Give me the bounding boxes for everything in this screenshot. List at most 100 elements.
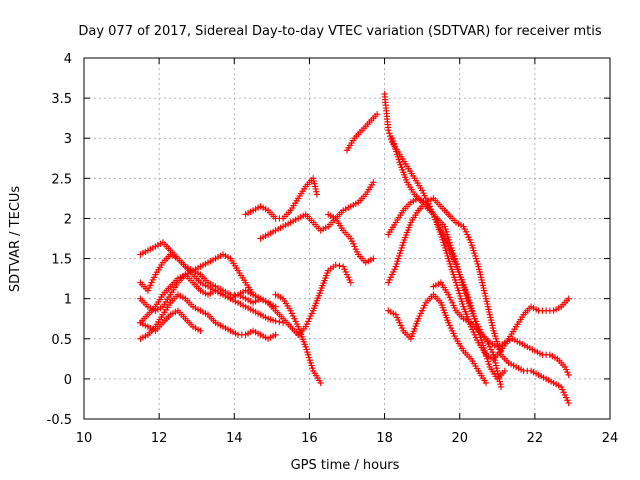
data-point xyxy=(303,320,311,328)
data-point xyxy=(443,250,450,257)
data-point xyxy=(476,268,483,276)
y-tick-label: 0 xyxy=(64,373,72,388)
data-point xyxy=(385,279,392,286)
chart-title: Day 077 of 2017, Sidereal Day-to-day VTE… xyxy=(78,24,602,39)
data-point xyxy=(445,236,453,243)
data-point xyxy=(449,299,456,306)
series-track-e xyxy=(137,291,279,342)
data-point xyxy=(451,332,458,340)
data-point xyxy=(399,242,406,249)
series-track-k xyxy=(325,211,377,266)
data-point xyxy=(453,282,460,289)
data-point xyxy=(456,292,464,300)
data-point xyxy=(388,271,396,278)
data-point xyxy=(492,362,500,369)
data-point xyxy=(340,263,347,270)
data-point xyxy=(392,263,399,270)
y-tick-label: 2.5 xyxy=(51,172,72,187)
data-point xyxy=(493,365,500,372)
x-tick-label: 24 xyxy=(602,431,619,446)
data-point xyxy=(392,311,399,318)
data-point xyxy=(473,258,480,265)
data-point xyxy=(449,268,456,276)
series-track-b xyxy=(137,251,287,326)
data-point xyxy=(351,243,358,250)
data-point xyxy=(317,379,324,387)
x-tick-label: 12 xyxy=(151,431,168,446)
series-track-h xyxy=(242,175,321,222)
data-point xyxy=(396,319,403,326)
data-point xyxy=(310,175,317,182)
data-point xyxy=(388,135,396,142)
data-point xyxy=(458,276,465,284)
x-tick-label: 14 xyxy=(226,431,243,446)
data-point xyxy=(394,153,402,161)
data-point xyxy=(332,261,339,269)
data-point xyxy=(450,271,457,278)
data-point xyxy=(446,294,453,301)
data-point xyxy=(453,260,460,268)
data-point xyxy=(474,336,481,344)
x-tick-label: 22 xyxy=(527,431,544,446)
data-point xyxy=(415,315,422,322)
data-point xyxy=(459,282,467,289)
series-track-j xyxy=(295,261,354,338)
data-point xyxy=(565,399,572,407)
data-point xyxy=(447,296,455,304)
data-point xyxy=(447,242,454,249)
data-point xyxy=(452,258,459,265)
data-point xyxy=(495,343,502,350)
series-track-q xyxy=(385,291,490,387)
data-point xyxy=(442,225,449,233)
x-tick-label: 18 xyxy=(376,431,393,446)
data-point xyxy=(352,246,359,253)
data-point xyxy=(447,324,455,332)
data-point xyxy=(496,375,503,383)
data-point xyxy=(463,292,470,300)
data-point xyxy=(389,137,397,145)
data-point xyxy=(312,185,319,193)
data-point xyxy=(450,330,457,337)
data-point xyxy=(482,379,490,387)
data-point xyxy=(494,340,501,348)
data-point xyxy=(197,327,204,334)
data-points xyxy=(137,90,572,407)
data-point xyxy=(489,324,497,332)
y-tick-label: 4 xyxy=(64,52,72,67)
data-point xyxy=(370,179,377,186)
data-point xyxy=(442,247,450,254)
data-point xyxy=(497,348,504,356)
data-point xyxy=(272,331,279,338)
data-point xyxy=(487,314,494,321)
data-point xyxy=(490,351,497,358)
data-point xyxy=(482,335,490,342)
data-point xyxy=(492,335,500,342)
data-point xyxy=(421,302,428,309)
y-tick-label: 0.5 xyxy=(51,333,72,348)
data-point xyxy=(488,319,495,326)
data-point xyxy=(563,394,570,401)
data-point xyxy=(482,292,489,300)
data-point xyxy=(492,359,499,366)
data-point xyxy=(437,231,445,238)
data-point xyxy=(455,268,463,276)
data-point xyxy=(563,366,570,373)
data-point xyxy=(440,239,447,246)
x-axis-label: GPS time / hours xyxy=(291,458,400,473)
data-point xyxy=(564,397,571,404)
data-point xyxy=(461,225,468,233)
data-point xyxy=(145,284,153,292)
data-point xyxy=(342,268,349,276)
data-point xyxy=(397,322,405,329)
y-tick-label: 1.5 xyxy=(51,253,72,268)
series-track-p xyxy=(385,195,572,407)
data-point xyxy=(272,317,279,325)
data-point xyxy=(491,354,498,361)
data-point xyxy=(491,330,498,337)
data-point xyxy=(350,240,357,247)
data-point xyxy=(420,189,427,197)
data-point xyxy=(393,148,400,155)
data-point xyxy=(450,252,458,260)
data-point xyxy=(313,191,321,198)
series-track-d xyxy=(137,307,204,334)
